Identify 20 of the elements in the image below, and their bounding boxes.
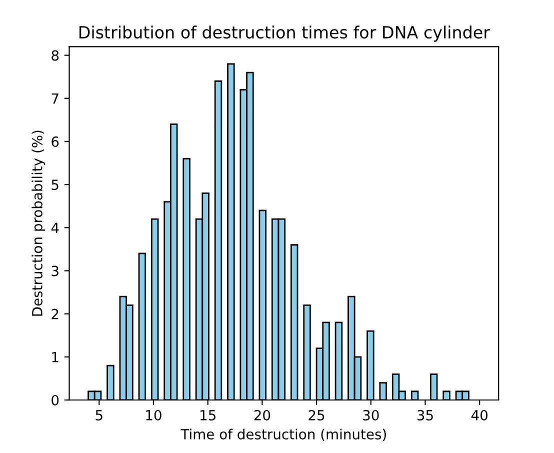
x-tick-label: 5 <box>96 410 102 420</box>
y-tick-label: 8 <box>52 50 59 61</box>
x-tick-label: 15 <box>200 410 216 420</box>
y-tick-label: 2 <box>52 308 58 320</box>
x-axis-title: Time of destruction (minutes) <box>180 428 386 442</box>
y-tick-label: 7 <box>52 94 58 104</box>
y-tick-label: 6 <box>52 136 59 147</box>
y-tick-label: 3 <box>52 266 58 276</box>
y-tick-label: 5 <box>52 180 58 190</box>
x-tick-label: 25 <box>308 410 324 420</box>
x-tick-label: 40 <box>471 410 488 420</box>
x-tick-label: 10 <box>146 410 162 420</box>
x-tick-label: 30 <box>363 410 379 420</box>
chart-title: Distribution of destruction times for DNA cylinder <box>80 26 490 42</box>
y-tick-label: 1 <box>52 352 58 362</box>
y-tick-label: 0 <box>52 394 59 406</box>
x-tick-label: 20 <box>254 410 270 420</box>
y-tick-label: 4 <box>51 222 59 233</box>
x-tick-label: 35 <box>417 410 433 420</box>
y-axis-title: Destruction probability (%) <box>32 130 46 316</box>
